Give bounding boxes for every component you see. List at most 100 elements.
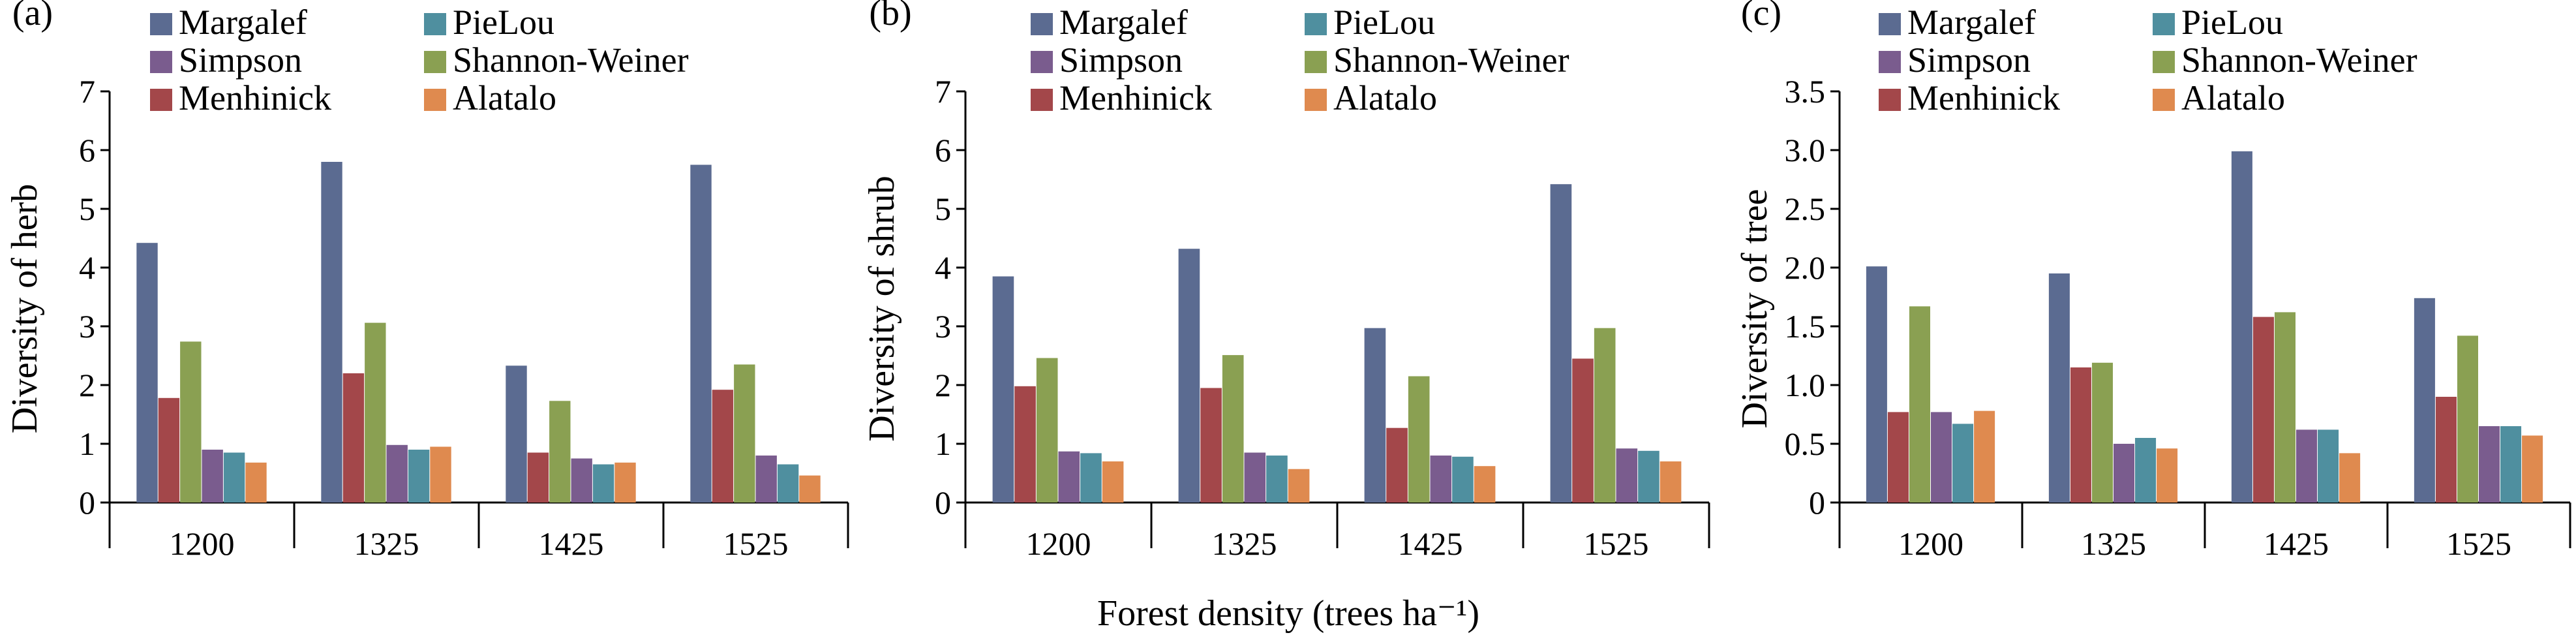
legend-label: Margalef <box>1059 3 1188 42</box>
bar-margalef <box>1178 249 1200 503</box>
bar-alatalo <box>614 462 636 503</box>
bar-shannon-weiner <box>1222 355 1244 503</box>
bar-simpson <box>2296 429 2318 503</box>
bar-margalef <box>992 276 1014 503</box>
bar-alatalo <box>1474 466 1496 503</box>
y-tick-label: 2.5 <box>1785 191 1826 227</box>
x-tick-label: 1425 <box>1398 525 1463 562</box>
legend-label: Margalef <box>179 3 307 42</box>
bar-menhinick <box>2252 317 2274 503</box>
legend-swatch <box>150 13 172 35</box>
x-tick-label: 1325 <box>2081 525 2146 562</box>
bar-alatalo <box>1102 461 1124 503</box>
bar-shannon-weiner <box>549 401 571 503</box>
bar-simpson <box>2114 444 2135 503</box>
y-tick-label: 0 <box>1809 484 1825 521</box>
bar-simpson <box>1931 412 1952 503</box>
legend-swatch <box>1879 89 1901 111</box>
y-tick-label: 3 <box>935 308 951 345</box>
y-tick-label: 4 <box>935 249 951 286</box>
legend-label: Margalef <box>1907 3 2036 42</box>
chart-panel-1: 0 1 2 3 4 5 6 7 Diversity of herb (a) 1200 1325 1425… <box>5 0 849 562</box>
bar-alatalo <box>2339 453 2361 503</box>
bar-alatalo <box>1659 461 1682 503</box>
bar-margalef <box>690 164 712 503</box>
legend-swatch <box>150 51 172 73</box>
bar-menhinick <box>158 397 180 503</box>
bar-simpson <box>1244 452 1266 503</box>
y-tick-label: 0 <box>935 484 951 521</box>
legend-label: Alatalo <box>2181 78 2285 117</box>
legend-label: Shannon-Weiner <box>453 40 689 80</box>
x-tick-label: 1200 <box>170 525 235 562</box>
y-tick-label: 7 <box>79 73 95 110</box>
legend-label: Simpson <box>1907 40 2031 80</box>
legend-swatch <box>1031 13 1053 35</box>
bar-simpson <box>202 450 223 503</box>
bar-alatalo <box>2157 448 2178 503</box>
bar-pielou <box>1638 450 1659 503</box>
legend-swatch <box>2153 13 2175 35</box>
y-tick-label: 6 <box>79 132 95 168</box>
bar-menhinick <box>1572 358 1594 503</box>
x-tick-label: 1325 <box>354 525 419 562</box>
bar-shannon-weiner <box>1036 358 1058 503</box>
legend-label: Shannon-Weiner <box>2181 40 2417 80</box>
bar-pielou <box>592 464 614 503</box>
x-tick-label: 1425 <box>539 525 604 562</box>
bar-simpson <box>2479 426 2500 503</box>
y-tick-label: 7 <box>935 73 951 110</box>
bar-menhinick <box>2070 367 2091 503</box>
y-tick-label: 0.5 <box>1785 426 1826 462</box>
bar-pielou <box>2135 438 2157 503</box>
y-tick-label: 2.0 <box>1785 249 1826 286</box>
bar-menhinick <box>1014 386 1036 503</box>
y-axis-label: Diversity of tree <box>1735 189 1775 429</box>
legend-label: Shannon-Weiner <box>1333 40 1569 80</box>
bar-shannon-weiner <box>2091 362 2113 503</box>
bar-alatalo <box>245 462 267 503</box>
legend-label: PieLou <box>453 3 554 42</box>
y-axis-label: Diversity of shrub <box>862 176 902 442</box>
x-tick-label: 1200 <box>1026 525 1091 562</box>
bar-pielou <box>223 452 245 503</box>
bar-simpson <box>386 444 408 503</box>
bar-shannon-weiner <box>2274 312 2296 503</box>
y-tick-label: 2 <box>935 367 951 403</box>
bar-margalef <box>321 162 342 503</box>
y-tick-label: 3 <box>79 308 95 345</box>
bar-menhinick <box>342 373 365 503</box>
legend-swatch <box>2153 51 2175 73</box>
bar-menhinick <box>712 390 734 503</box>
legend-swatch <box>2153 89 2175 111</box>
bar-simpson <box>755 456 777 503</box>
y-tick-label: 2 <box>79 367 95 403</box>
legend-label: Simpson <box>1059 40 1183 80</box>
legend-label: PieLou <box>1333 3 1435 42</box>
bar-alatalo <box>2522 435 2543 503</box>
legend-swatch <box>1031 89 1053 111</box>
x-tick-label: 1425 <box>2264 525 2329 562</box>
y-tick-label: 0 <box>79 484 95 521</box>
panel-label: (c) <box>1741 0 1781 33</box>
bar-menhinick <box>2435 397 2457 503</box>
legend-swatch <box>1305 51 1327 73</box>
bar-shannon-weiner <box>1909 306 1930 503</box>
bar-simpson <box>1616 448 1638 503</box>
y-tick-label: 5 <box>935 191 951 227</box>
bar-margalef <box>136 243 158 503</box>
bar-shannon-weiner <box>365 322 386 503</box>
y-tick-label: 1 <box>935 426 951 462</box>
y-tick-label: 3.0 <box>1785 132 1826 168</box>
y-tick-label: 3.5 <box>1785 73 1826 110</box>
bar-simpson <box>1058 451 1080 503</box>
bar-shannon-weiner <box>1594 328 1616 503</box>
y-tick-label: 1.5 <box>1785 308 1826 345</box>
y-tick-label: 1.0 <box>1785 367 1826 403</box>
legend-swatch <box>1305 13 1327 35</box>
chart-panel-2: 0 1 2 3 4 5 6 7 Diversity of shrub (b) 1200 1325 142… <box>862 0 1710 562</box>
y-tick-label: 5 <box>79 191 95 227</box>
bar-pielou <box>777 464 799 503</box>
legend-swatch <box>150 89 172 111</box>
